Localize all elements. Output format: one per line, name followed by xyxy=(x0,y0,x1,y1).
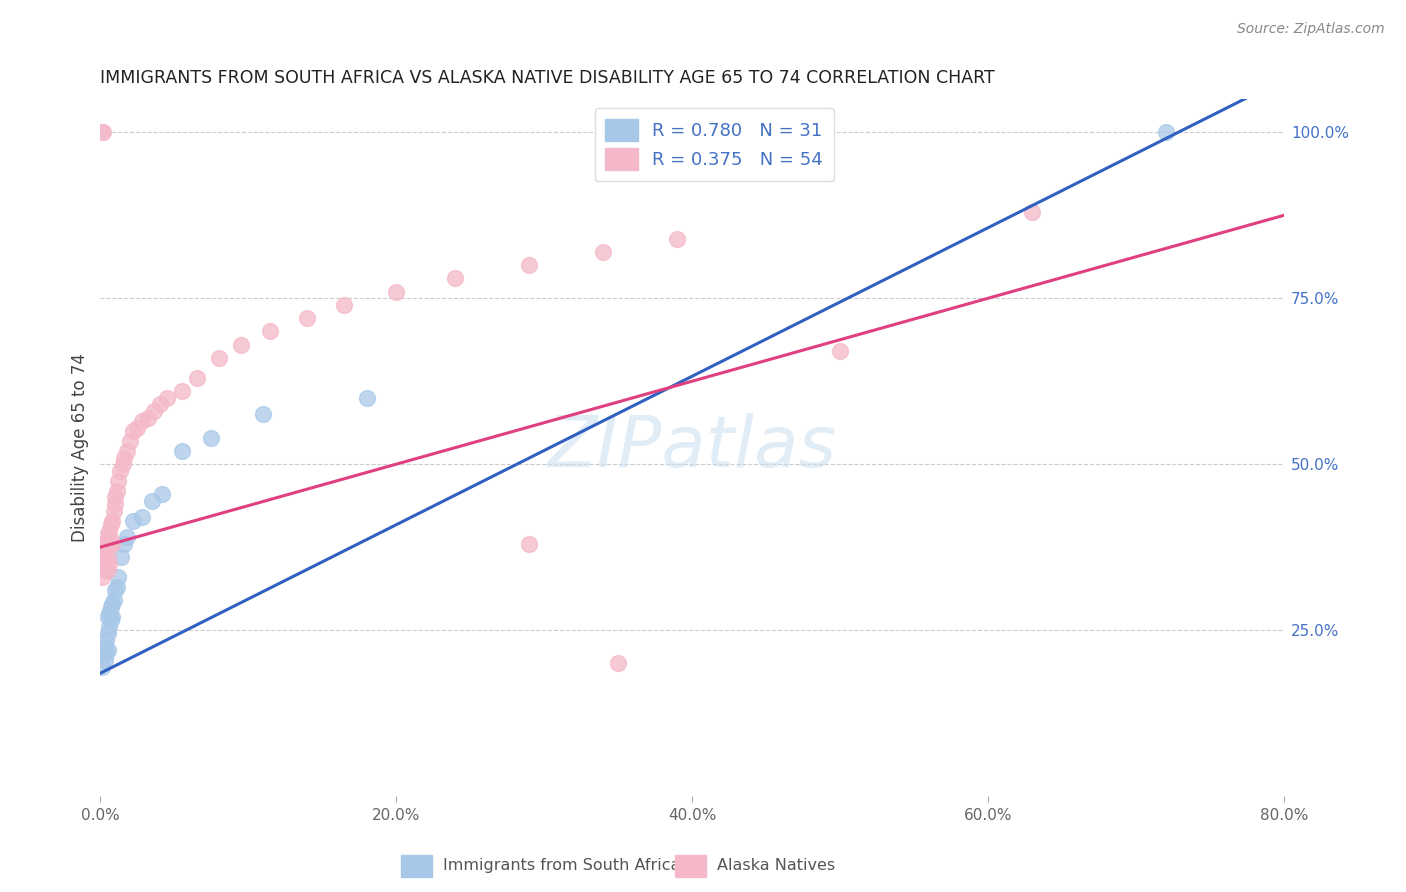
Point xyxy=(1154,125,1177,139)
Point xyxy=(98,607,121,621)
Text: Immigrants from South Africa: Immigrants from South Africa xyxy=(443,858,681,873)
Point xyxy=(101,514,124,528)
Point xyxy=(131,510,153,524)
Point xyxy=(97,550,120,565)
Point xyxy=(107,570,129,584)
Point xyxy=(115,530,138,544)
Point xyxy=(156,391,179,405)
Point xyxy=(148,397,170,411)
Point xyxy=(98,537,121,551)
Point xyxy=(94,653,117,667)
Point xyxy=(333,298,356,312)
Point xyxy=(94,530,117,544)
Point xyxy=(97,563,120,577)
Point xyxy=(104,583,127,598)
Point xyxy=(122,424,145,438)
Point xyxy=(229,337,252,351)
Point xyxy=(607,657,630,671)
Point xyxy=(94,563,117,577)
Point xyxy=(118,434,141,448)
Point xyxy=(105,580,128,594)
Legend: R = 0.780   N = 31, R = 0.375   N = 54: R = 0.780 N = 31, R = 0.375 N = 54 xyxy=(595,108,834,181)
Point xyxy=(170,384,193,399)
Point xyxy=(127,420,149,434)
Point xyxy=(444,271,467,285)
Point xyxy=(91,646,114,660)
Point xyxy=(107,474,129,488)
Point xyxy=(208,351,231,365)
Point xyxy=(170,443,193,458)
Point xyxy=(259,325,281,339)
Point xyxy=(666,231,689,245)
Point xyxy=(90,570,112,584)
Point xyxy=(98,524,121,538)
Text: ZIPatlas: ZIPatlas xyxy=(547,413,837,482)
Point xyxy=(103,503,125,517)
Point xyxy=(136,410,159,425)
Point xyxy=(101,609,124,624)
Point xyxy=(96,646,118,660)
Point xyxy=(96,557,118,571)
Text: Source: ZipAtlas.com: Source: ZipAtlas.com xyxy=(1237,22,1385,37)
Point xyxy=(131,414,153,428)
Point xyxy=(142,404,165,418)
Point xyxy=(96,633,118,648)
Point xyxy=(356,391,378,405)
Point xyxy=(97,643,120,657)
Point xyxy=(100,613,122,627)
Point xyxy=(122,514,145,528)
Point xyxy=(112,537,135,551)
Point xyxy=(104,497,127,511)
Point xyxy=(91,543,114,558)
Point xyxy=(115,443,138,458)
Point xyxy=(97,626,120,640)
Point xyxy=(297,311,319,326)
Point xyxy=(103,593,125,607)
Point xyxy=(385,285,408,299)
Point xyxy=(90,550,112,565)
Point xyxy=(519,258,541,272)
Point xyxy=(90,659,112,673)
Point xyxy=(828,344,851,359)
Point xyxy=(90,125,112,139)
Point xyxy=(200,431,222,445)
Point xyxy=(94,550,117,565)
Point xyxy=(111,457,134,471)
Point xyxy=(97,609,120,624)
Point xyxy=(91,125,114,139)
Point xyxy=(91,557,114,571)
Point xyxy=(91,537,114,551)
Point xyxy=(186,371,208,385)
Point xyxy=(104,491,127,505)
Point xyxy=(100,516,122,531)
Text: IMMIGRANTS FROM SOUTH AFRICA VS ALASKA NATIVE DISABILITY AGE 65 TO 74 CORRELATIO: IMMIGRANTS FROM SOUTH AFRICA VS ALASKA N… xyxy=(100,69,995,87)
Point xyxy=(112,450,135,465)
Point xyxy=(100,533,122,548)
Text: Alaska Natives: Alaska Natives xyxy=(717,858,835,873)
Point xyxy=(94,640,117,654)
Point xyxy=(101,597,124,611)
Point xyxy=(105,483,128,498)
Point xyxy=(141,493,163,508)
Point xyxy=(98,620,121,634)
Point xyxy=(96,537,118,551)
Point xyxy=(152,487,174,501)
Point xyxy=(108,464,131,478)
Point xyxy=(592,244,614,259)
Point xyxy=(110,550,132,565)
Point xyxy=(252,408,274,422)
Point xyxy=(101,537,124,551)
Y-axis label: Disability Age 65 to 74: Disability Age 65 to 74 xyxy=(72,353,89,542)
Point xyxy=(1021,205,1043,219)
Point xyxy=(100,599,122,614)
Point xyxy=(98,557,121,571)
Point xyxy=(519,537,541,551)
